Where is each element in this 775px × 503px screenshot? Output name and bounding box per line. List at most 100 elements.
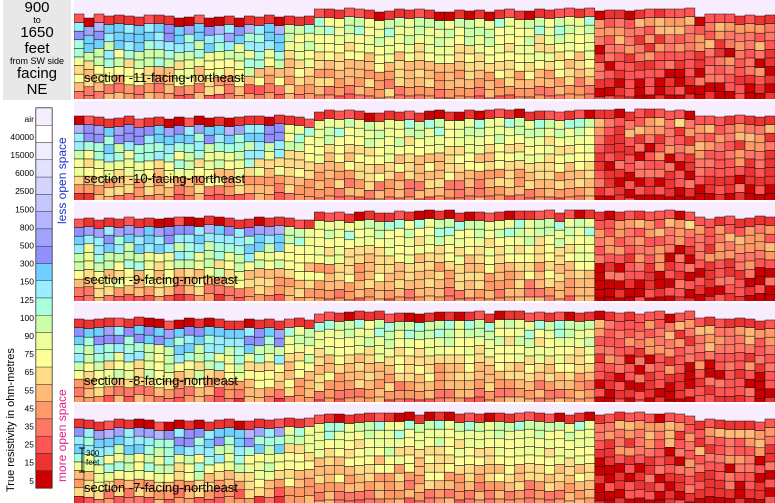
resistivity-cell xyxy=(664,209,676,219)
resistivity-cell xyxy=(604,178,616,188)
left-panel: 900 to 1650 feet from SW side facing NE … xyxy=(0,0,74,495)
resistivity-cell xyxy=(143,343,155,353)
resistivity-cell xyxy=(254,251,265,261)
resistivity-cell xyxy=(123,216,135,226)
resistivity-cell xyxy=(404,446,415,456)
resistivity-cell xyxy=(183,334,195,345)
resistivity-cell xyxy=(103,226,115,236)
resistivity-cell xyxy=(554,337,565,347)
resistivity-cell xyxy=(664,313,676,323)
resistivity-cell xyxy=(484,498,495,503)
resistivity-cell xyxy=(584,411,595,421)
resistivity-cell xyxy=(424,119,435,129)
resistivity-cell xyxy=(744,57,756,67)
resistivity-cell xyxy=(193,57,205,67)
resistivity-cell xyxy=(614,347,626,357)
resistivity-cell xyxy=(464,397,475,402)
resistivity-cell xyxy=(103,360,115,370)
resistivity-cell xyxy=(113,470,125,480)
resistivity-cell xyxy=(93,335,105,346)
resistivity-cell xyxy=(544,188,555,198)
resistivity-cell xyxy=(254,345,265,355)
resistivity-cell xyxy=(264,462,275,472)
resistivity-cell xyxy=(714,91,726,99)
resistivity-cell xyxy=(594,457,605,467)
resistivity-cell xyxy=(464,289,475,299)
legend-swatch xyxy=(35,453,53,471)
resistivity-cell xyxy=(113,195,125,200)
resistivity-cell xyxy=(424,35,435,45)
resistivity-cell xyxy=(304,443,315,453)
resistivity-cell xyxy=(414,236,425,246)
resistivity-cell xyxy=(574,321,585,331)
resistivity-cell xyxy=(93,361,105,371)
resistivity-cell xyxy=(284,477,295,488)
resistivity-cell xyxy=(454,146,465,156)
resistivity-cell xyxy=(314,77,325,87)
resistivity-cell xyxy=(233,297,245,301)
resistivity-cell xyxy=(444,261,455,271)
resistivity-cell xyxy=(614,381,626,391)
resistivity-cell xyxy=(554,298,565,301)
resistivity-cell xyxy=(684,246,696,256)
resistivity-cell xyxy=(213,251,225,261)
resistivity-cell xyxy=(193,124,205,134)
resistivity-cell xyxy=(494,421,505,431)
resistivity-cell xyxy=(404,489,415,499)
resistivity-cell xyxy=(414,77,425,87)
resistivity-cell xyxy=(203,17,215,27)
resistivity-cell xyxy=(334,170,345,181)
resistivity-cell xyxy=(334,69,345,80)
resistivity-cell xyxy=(734,352,746,362)
resistivity-cell xyxy=(694,94,706,99)
resistivity-cell xyxy=(334,237,345,247)
legend-swatch xyxy=(35,228,53,247)
resistivity-cell xyxy=(404,44,415,54)
resistivity-cell xyxy=(314,330,325,341)
resistivity-cell xyxy=(364,172,375,183)
resistivity-cell xyxy=(684,211,696,221)
resistivity-cell xyxy=(414,155,425,165)
resistivity-cell xyxy=(584,311,595,321)
resistivity-cell xyxy=(354,25,365,36)
resistivity-cell xyxy=(694,150,706,160)
resistivity-cell xyxy=(274,435,285,446)
legend-swatch xyxy=(35,211,53,230)
resistivity-cell xyxy=(384,53,395,63)
resistivity-cell xyxy=(584,363,595,373)
resistivity-cell xyxy=(744,23,756,33)
resistivity-cell xyxy=(754,258,766,268)
resistivity-cell xyxy=(254,242,265,252)
resistivity-cell xyxy=(294,352,305,362)
resistivity-cell xyxy=(504,236,515,246)
resistivity-cell xyxy=(264,436,275,447)
resistivity-cell xyxy=(143,454,155,464)
resistivity-cell xyxy=(93,499,105,503)
resistivity-cell xyxy=(474,413,485,423)
resistivity-cell xyxy=(764,132,775,143)
resistivity-cell xyxy=(203,499,215,503)
resistivity-cell xyxy=(364,288,375,298)
resistivity-cell xyxy=(464,79,475,89)
resistivity-cell xyxy=(714,285,726,295)
resistivity-cell xyxy=(153,499,165,503)
resistivity-cell xyxy=(294,194,305,200)
resistivity-cell xyxy=(203,250,215,260)
resistivity-cell xyxy=(183,42,195,52)
resistivity-cell xyxy=(754,250,766,260)
resistivity-cell xyxy=(544,235,555,245)
resistivity-cell xyxy=(534,262,545,272)
resistivity-cell xyxy=(494,26,505,37)
resistivity-cell xyxy=(334,473,345,484)
resistivity-cell xyxy=(674,118,686,128)
resistivity-cell xyxy=(604,380,616,390)
resistivity-cell xyxy=(684,396,696,402)
resistivity-cell xyxy=(324,264,335,274)
resistivity-cell xyxy=(664,287,676,297)
resistivity-cell xyxy=(754,75,766,86)
resistivity-cell xyxy=(534,371,545,382)
resistivity-cell xyxy=(734,41,746,51)
resistivity-cell xyxy=(584,371,595,382)
resistivity-cell xyxy=(634,489,646,499)
resistivity-cell xyxy=(444,311,455,321)
